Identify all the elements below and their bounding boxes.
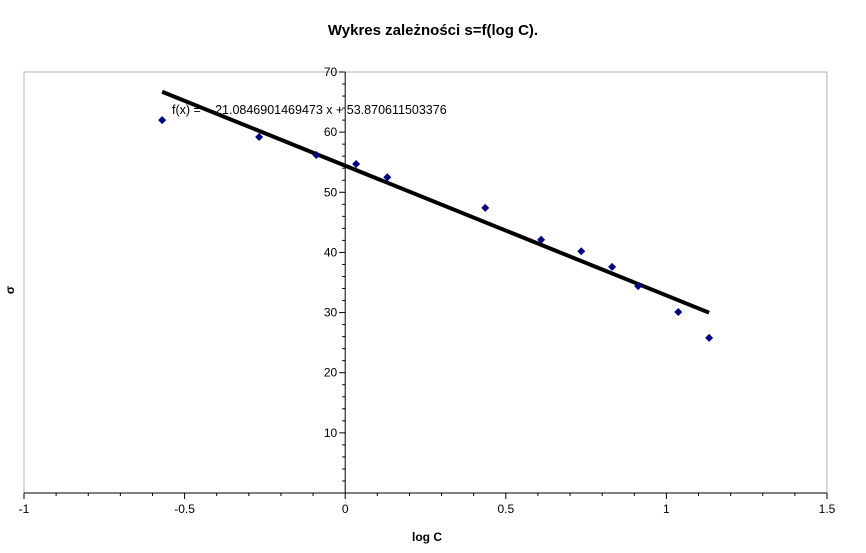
x-tick-label: 1 xyxy=(663,502,670,516)
trendline xyxy=(161,89,710,315)
data-point xyxy=(577,247,586,256)
y-tick-label: 10 xyxy=(324,426,338,440)
y-tick-label: 20 xyxy=(324,366,338,380)
y-tick-label: 70 xyxy=(324,65,338,79)
x-axis-label: log C xyxy=(412,530,442,544)
x-tick-label: -1 xyxy=(19,502,30,516)
x-tick-label: 1.5 xyxy=(819,502,836,516)
chart-title: Wykres zależności s=f(log C). xyxy=(328,22,538,39)
data-point xyxy=(383,173,392,182)
x-tick-label: 0 xyxy=(342,502,349,516)
data-point xyxy=(312,150,321,159)
data-point xyxy=(634,282,643,291)
data-point xyxy=(608,262,617,271)
data-point xyxy=(705,333,714,342)
trendline-equation: f(x) = − 21.0846901469473 x + 53.8706115… xyxy=(172,103,447,117)
y-tick-label: 50 xyxy=(324,185,338,199)
data-point xyxy=(481,203,490,212)
y-tick-label: 60 xyxy=(324,125,338,139)
y-axis-label: σ xyxy=(3,286,17,294)
data-point xyxy=(674,307,683,316)
x-tick-label: -0.5 xyxy=(174,502,195,516)
y-tick-label: 30 xyxy=(324,306,338,320)
y-tick-label: 40 xyxy=(324,245,338,259)
data-point xyxy=(352,160,361,169)
plot-area xyxy=(23,71,828,494)
x-tick-label: 0.5 xyxy=(497,502,514,516)
data-point xyxy=(158,116,167,125)
data-point xyxy=(255,132,264,141)
data-point xyxy=(537,235,546,244)
